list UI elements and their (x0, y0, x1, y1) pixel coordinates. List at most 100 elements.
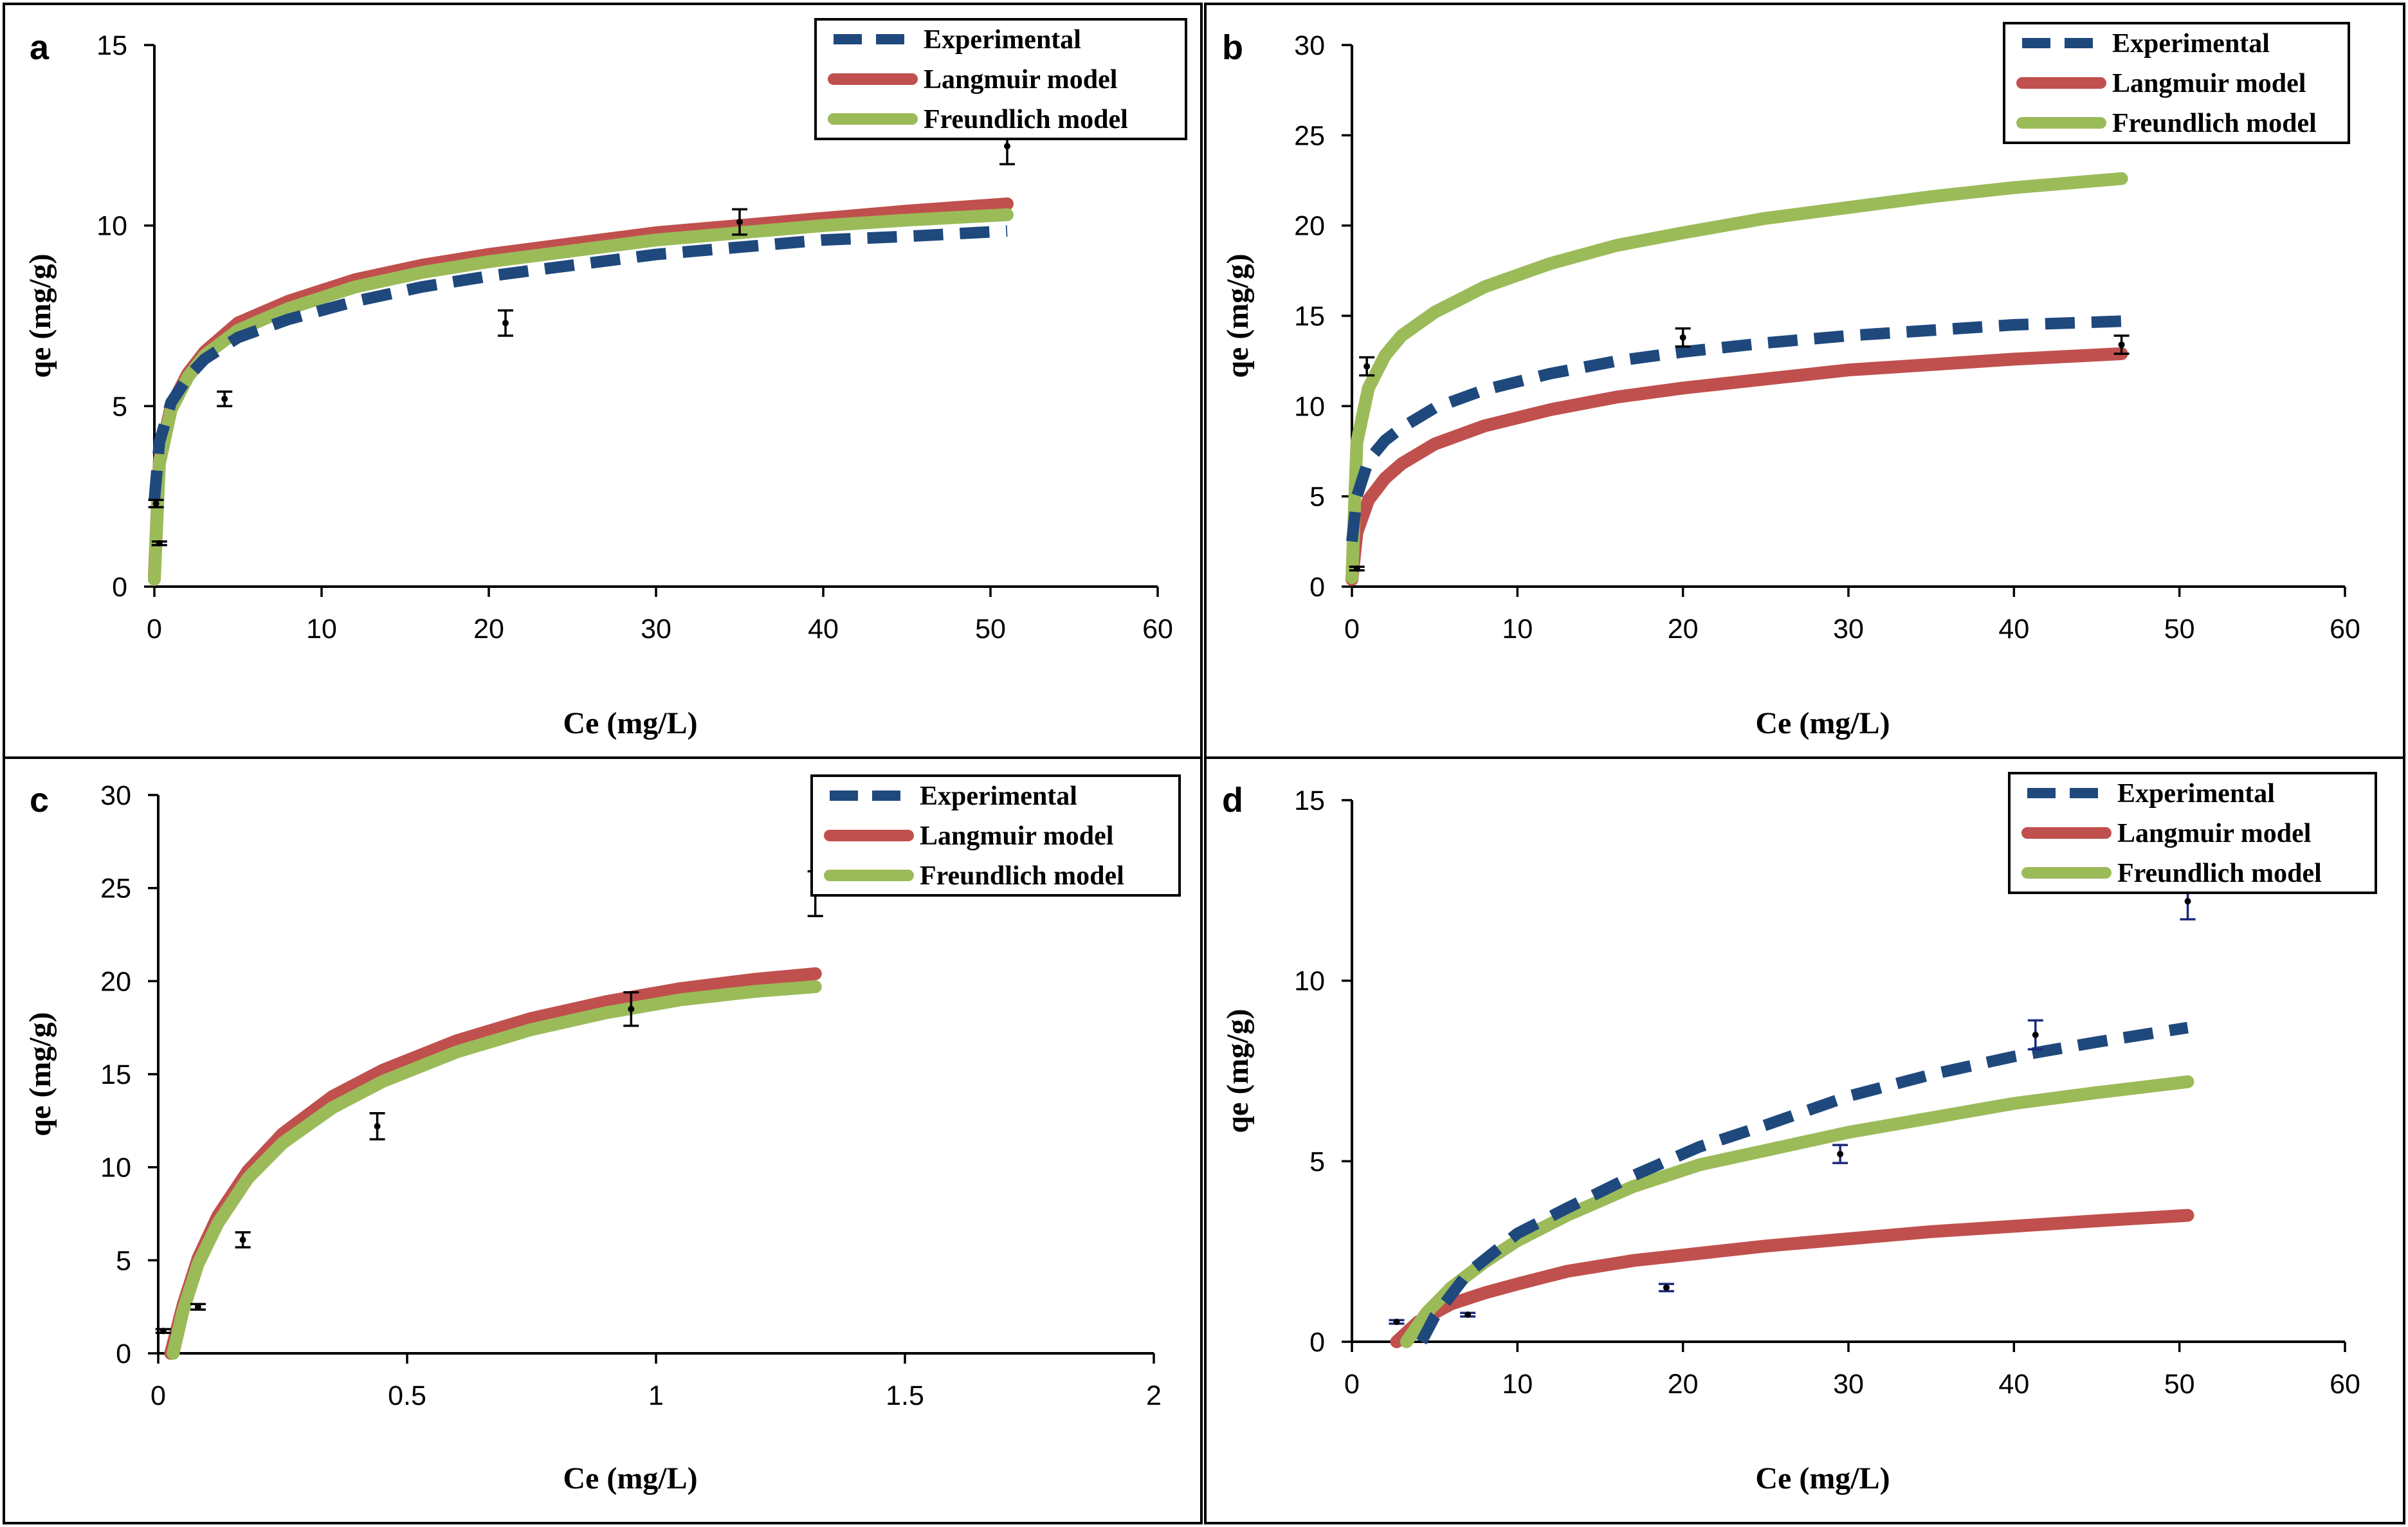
panel-letter: d (1222, 781, 1243, 819)
legend-label-freundlich: Freundlich model (920, 861, 1124, 891)
panel-frame (3, 756, 1203, 1524)
x-tick-label: 60 (2330, 614, 2360, 645)
data-point (151, 540, 167, 547)
y-tick-label: 0 (116, 1339, 131, 1369)
x-axis-title: Ce (mg/L) (563, 706, 697, 740)
data-point (1349, 565, 1365, 572)
y-tick-label: 5 (1309, 482, 1325, 513)
data-marker (2032, 1031, 2039, 1038)
y-tick-label: 0 (1309, 572, 1325, 603)
panel-letter: a (30, 28, 50, 67)
data-marker (1353, 565, 1360, 572)
y-tick-label: 20 (1294, 211, 1325, 242)
legend-label-freundlich: Freundlich model (2117, 859, 2322, 888)
data-marker (628, 1005, 635, 1012)
y-axis-title: qe (mg/g) (1221, 1009, 1255, 1133)
data-point (732, 208, 747, 236)
data-marker (374, 1123, 381, 1130)
data-marker (156, 540, 163, 547)
panel-d: d 0 10 20 30 40 50 60 0 5 10 15 Ce (mg/L) qe (mg/g) Ex… (1204, 756, 2405, 1524)
y-tick-label: 25 (100, 873, 131, 904)
legend-label-experimental: Experimental (920, 782, 1077, 811)
legend-label-freundlich: Freundlich model (924, 105, 1128, 134)
data-point (1389, 1319, 1405, 1326)
x-tick-label: 50 (2164, 614, 2195, 645)
legend: Experimental Langmuir model Freundlich mod… (814, 18, 1187, 140)
data-point (217, 390, 233, 408)
y-tick-label: 0 (112, 572, 127, 603)
y-tick-label: 5 (1309, 1146, 1325, 1177)
y-tick-label: 5 (112, 391, 127, 422)
x-tick-label: 20 (1668, 614, 1699, 645)
x-tick-label: 10 (306, 614, 337, 645)
data-point (1658, 1283, 1674, 1293)
x-tick-label: 50 (2164, 1369, 2195, 1400)
data-point (369, 1112, 385, 1141)
y-tick-label: 15 (96, 30, 127, 61)
y-tick-label: 10 (1294, 966, 1325, 997)
x-tick-label: 40 (1998, 614, 2029, 645)
y-axis-title: qe (mg/g) (23, 1012, 57, 1136)
legend-label-langmuir: Langmuir model (920, 821, 1113, 851)
data-marker (1364, 363, 1371, 370)
data-marker (1679, 334, 1686, 341)
y-tick-label: 15 (100, 1059, 131, 1090)
legend-label-langmuir: Langmuir model (924, 65, 1117, 95)
data-marker (2184, 898, 2191, 905)
y-tick-label: 15 (1294, 785, 1325, 816)
y-tick-label: 10 (100, 1153, 131, 1184)
y-tick-label: 15 (1294, 301, 1325, 332)
y-tick-label: 0 (1309, 1327, 1325, 1358)
x-tick-label: 2 (1146, 1380, 1162, 1411)
y-tick-label: 30 (100, 780, 131, 811)
series-freundlich-line (148, 208, 1014, 586)
y-tick-label: 25 (1294, 120, 1325, 151)
legend: Experimental Langmuir model Freundlich mod… (810, 774, 1181, 897)
x-tick-label: 0 (1344, 1369, 1360, 1400)
y-tick-label: 20 (100, 966, 131, 997)
data-point (148, 498, 164, 509)
data-marker (239, 1236, 246, 1243)
data-point (235, 1231, 251, 1248)
x-tick-label: 0 (147, 614, 162, 645)
data-marker (152, 500, 160, 507)
data-point (498, 309, 513, 337)
x-tick-label: 60 (2330, 1369, 2360, 1400)
panel-b: b 0 10 20 30 40 50 60 0 5 10 15 20 25 30 Ce (mg/L) qe (m… (1204, 3, 2405, 759)
x-tick-label: 0 (1344, 614, 1360, 645)
data-marker (1464, 1311, 1472, 1318)
panel-letter: c (30, 781, 49, 819)
series-experimental-line (149, 225, 1008, 501)
panel-frame (1204, 756, 2405, 1524)
x-tick-label: 20 (473, 614, 504, 645)
series-langmuir-line (1390, 1209, 2194, 1348)
data-marker (502, 320, 509, 327)
data-point (2027, 1019, 2043, 1051)
x-tick-label: 0 (150, 1380, 166, 1411)
data-point (623, 991, 639, 1027)
data-marker (1663, 1284, 1670, 1291)
x-axis-title: Ce (mg/L) (563, 1461, 697, 1495)
data-point (1460, 1311, 1476, 1318)
data-marker (1393, 1319, 1400, 1326)
data-point (1359, 356, 1375, 377)
data-point (155, 1328, 171, 1335)
series-langmuir-line (148, 197, 1014, 583)
legend: Experimental Langmuir model Freundlich mod… (2008, 772, 2377, 894)
series-experimental-line (1416, 1021, 2189, 1345)
data-marker (194, 1303, 201, 1310)
x-tick-label: 10 (1502, 1369, 1533, 1400)
y-tick-label: 5 (116, 1245, 131, 1276)
legend-label-freundlich: Freundlich model (2112, 109, 2317, 138)
data-marker (160, 1328, 167, 1335)
data-marker (736, 219, 743, 226)
x-tick-label: 1.5 (886, 1380, 924, 1411)
x-axis-title: Ce (mg/L) (1755, 1461, 1890, 1495)
y-tick-label: 10 (1294, 391, 1325, 422)
y-axis-title: qe (mg/g) (23, 253, 57, 378)
data-marker (1004, 143, 1010, 150)
x-tick-label: 50 (975, 614, 1006, 645)
x-axis-title: Ce (mg/L) (1755, 706, 1890, 740)
series-langmuir-line (1345, 347, 2128, 586)
